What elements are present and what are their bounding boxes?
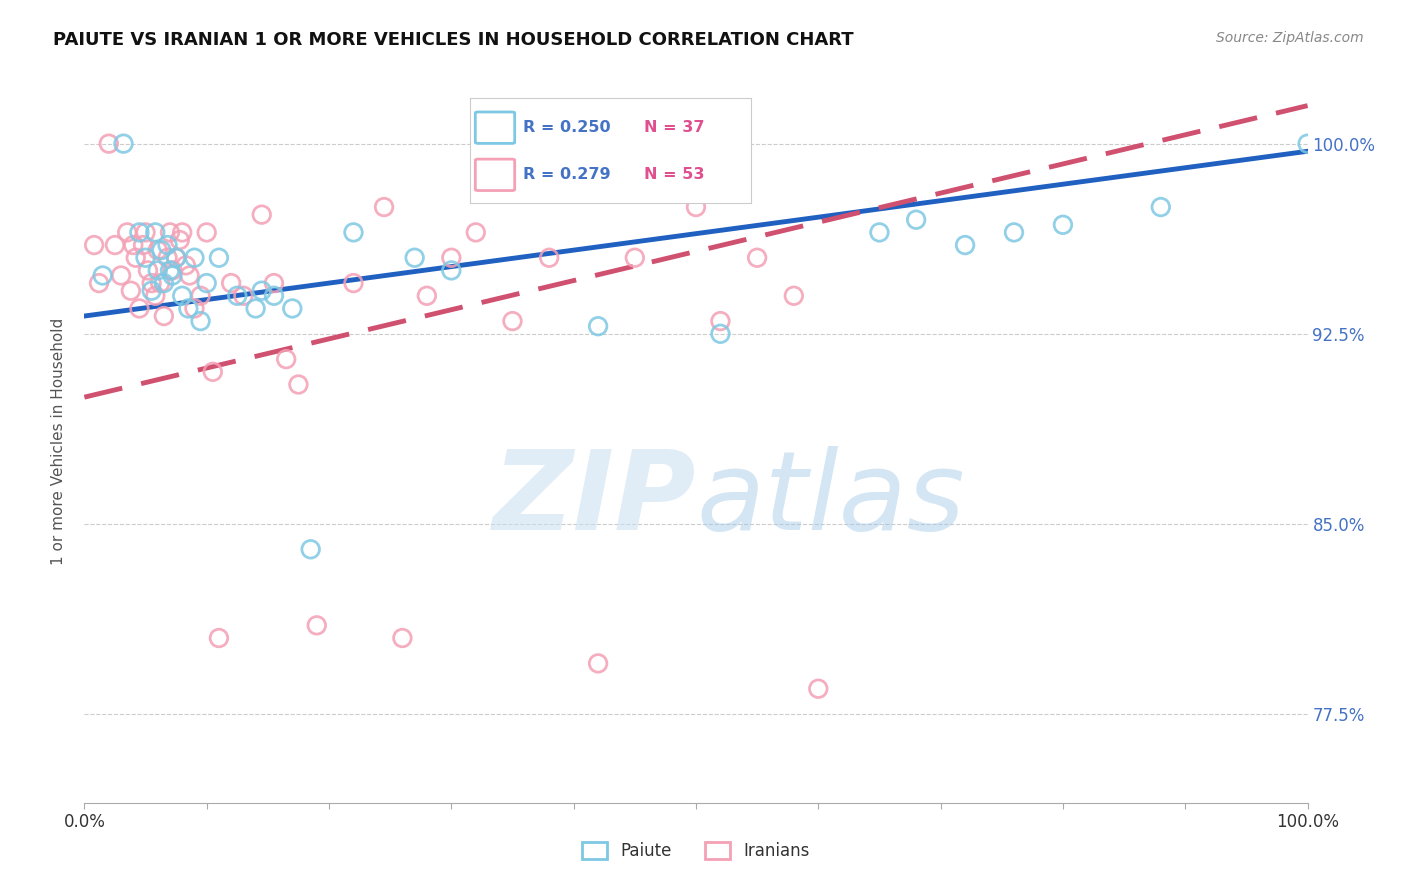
- Point: [122, 238, 145, 252]
- Point: [110, 268, 132, 283]
- Point: [141, 276, 163, 290]
- Point: [165, 251, 187, 265]
- Point: [128, 301, 150, 316]
- Point: [464, 226, 486, 240]
- Point: [141, 284, 163, 298]
- Point: [391, 631, 413, 645]
- Point: [263, 289, 285, 303]
- Point: [115, 226, 138, 240]
- Point: [195, 226, 218, 240]
- Point: [169, 233, 191, 247]
- Point: [112, 136, 135, 151]
- Point: [183, 301, 205, 316]
- Text: ZIP: ZIP: [492, 446, 696, 553]
- Point: [219, 276, 242, 290]
- Point: [150, 243, 173, 257]
- Point: [250, 284, 273, 298]
- Text: PAIUTE VS IRANIAN 1 OR MORE VEHICLES IN HOUSEHOLD CORRELATION CHART: PAIUTE VS IRANIAN 1 OR MORE VEHICLES IN …: [53, 31, 853, 49]
- Point: [91, 268, 114, 283]
- Point: [153, 309, 176, 323]
- Point: [624, 251, 647, 265]
- Point: [1002, 226, 1025, 240]
- Text: Source: ZipAtlas.com: Source: ZipAtlas.com: [1216, 31, 1364, 45]
- Point: [416, 289, 439, 303]
- Point: [172, 289, 194, 303]
- Point: [299, 542, 322, 557]
- Point: [226, 289, 249, 303]
- Point: [177, 301, 200, 316]
- Point: [135, 251, 157, 265]
- Y-axis label: 1 or more Vehicles in Household: 1 or more Vehicles in Household: [51, 318, 66, 566]
- Point: [104, 238, 127, 252]
- Point: [1150, 200, 1173, 214]
- Point: [305, 618, 328, 632]
- Point: [179, 268, 201, 283]
- Point: [159, 263, 181, 277]
- Point: [149, 276, 172, 290]
- Point: [87, 276, 110, 290]
- Point: [201, 365, 224, 379]
- Point: [135, 226, 157, 240]
- Point: [195, 276, 218, 290]
- Point: [232, 289, 254, 303]
- Point: [245, 301, 267, 316]
- Point: [162, 268, 184, 283]
- Point: [250, 208, 273, 222]
- Point: [373, 200, 395, 214]
- Point: [183, 251, 205, 265]
- Point: [174, 258, 197, 272]
- Point: [165, 251, 187, 265]
- Point: [869, 226, 891, 240]
- Point: [1296, 136, 1319, 151]
- Text: atlas: atlas: [696, 446, 965, 553]
- Point: [156, 251, 179, 265]
- Point: [440, 251, 463, 265]
- Point: [125, 251, 148, 265]
- Point: [263, 276, 285, 290]
- Point: [1052, 218, 1074, 232]
- Point: [208, 631, 231, 645]
- Point: [146, 243, 169, 257]
- Point: [146, 263, 169, 277]
- Legend: Paiute, Iranians: Paiute, Iranians: [575, 835, 817, 867]
- Point: [586, 319, 609, 334]
- Point: [502, 314, 524, 328]
- Point: [190, 314, 212, 328]
- Point: [153, 276, 176, 290]
- Point: [120, 284, 142, 298]
- Point: [807, 681, 830, 696]
- Point: [783, 289, 806, 303]
- Point: [208, 251, 231, 265]
- Point: [905, 212, 928, 227]
- Point: [136, 263, 159, 277]
- Point: [747, 251, 769, 265]
- Point: [143, 289, 166, 303]
- Point: [281, 301, 304, 316]
- Point: [143, 226, 166, 240]
- Point: [128, 226, 150, 240]
- Point: [190, 289, 212, 303]
- Point: [404, 251, 426, 265]
- Point: [162, 263, 184, 277]
- Point: [159, 226, 181, 240]
- Point: [132, 238, 155, 252]
- Point: [276, 352, 298, 367]
- Point: [342, 276, 364, 290]
- Point: [709, 314, 731, 328]
- Point: [287, 377, 309, 392]
- Point: [172, 226, 194, 240]
- Point: [440, 263, 463, 277]
- Point: [685, 200, 707, 214]
- Point: [342, 226, 364, 240]
- Point: [709, 326, 731, 341]
- Point: [83, 238, 105, 252]
- Point: [953, 238, 976, 252]
- Point: [156, 238, 179, 252]
- Point: [97, 136, 120, 151]
- Point: [586, 657, 609, 671]
- Point: [538, 251, 561, 265]
